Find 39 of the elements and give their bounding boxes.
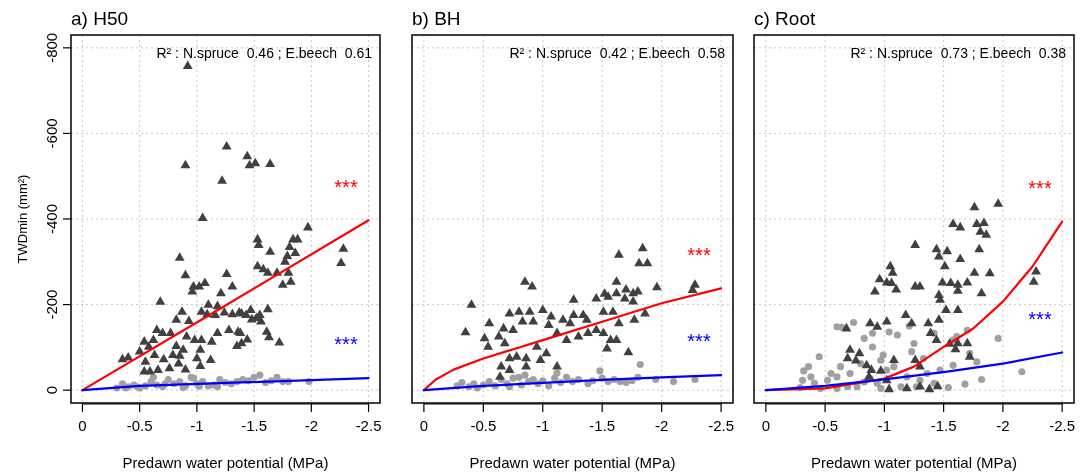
x-tick-label: -1 [536, 417, 550, 434]
x-tick-label: -0.5 [126, 417, 153, 434]
x-tick-label: -2.5 [355, 417, 382, 434]
chart-title: c) Root [754, 8, 816, 29]
x-tick-label: 0 [419, 417, 429, 434]
annotation: R² : N.spruce 0.73 ; E.beech 0.38 [850, 45, 1067, 61]
y-tick-label: -600 [43, 118, 60, 149]
annotation: *** [687, 243, 711, 266]
annotation: *** [1028, 307, 1052, 330]
x-tick-label: -2 [654, 417, 669, 434]
chart-title: a) H50 [71, 8, 129, 29]
annotation: *** [687, 330, 711, 353]
x-tick-label: -1.5 [589, 417, 616, 434]
x-tick-label: -2.5 [1049, 417, 1076, 434]
y-axis-title: TWDmin (mm²) [15, 174, 30, 264]
y-tick-label: 0 [43, 385, 60, 395]
x-tick-label: 0 [761, 417, 771, 434]
x-axis-title: Predawn water potential (MPa) [811, 454, 1017, 471]
y-tick-label: -400 [43, 203, 60, 235]
x-axis-title: Predawn water potential (MPa) [469, 454, 676, 471]
x-tick-label: -2 [304, 417, 319, 434]
x-tick-label: -2 [996, 417, 1010, 434]
y-tick-label: -200 [43, 289, 60, 320]
annotation: R² : N.spruce 0.42 ; E.beech 0.58 [509, 45, 726, 61]
annotation: *** [1028, 176, 1052, 199]
y-tick-label: -800 [43, 32, 60, 63]
x-tick-label: -1 [877, 417, 892, 434]
x-tick-label: -0.5 [470, 417, 497, 434]
x-tick-label: 0 [78, 417, 87, 434]
x-tick-label: -1 [190, 417, 204, 434]
x-axis-title: Predawn water potential (MPa) [122, 454, 329, 471]
chart-title: b) BH [412, 8, 461, 29]
x-tick-label: -1.5 [241, 417, 268, 434]
x-tick-label: -1.5 [930, 417, 957, 434]
annotation: R² : N.spruce 0.46 ; E.beech 0.61 [156, 45, 373, 61]
annotation: *** [334, 175, 358, 198]
annotation: *** [334, 333, 358, 356]
x-tick-label: -2.5 [708, 417, 735, 434]
x-tick-label: -0.5 [812, 417, 839, 434]
